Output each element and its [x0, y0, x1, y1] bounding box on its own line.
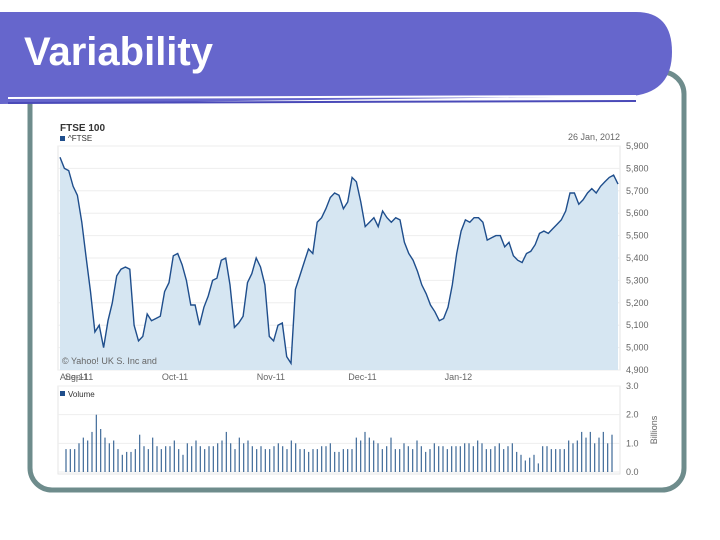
price-y-tick: 4,900 [626, 365, 649, 375]
legend-swatch-volume [60, 391, 65, 396]
volume-bars [65, 414, 613, 472]
x-tick: Dec-11 [348, 372, 376, 382]
chart-date: 26 Jan, 2012 [568, 132, 620, 142]
banner-accent-line [7, 95, 637, 99]
volume-y-tick: 2.0 [626, 410, 639, 420]
price-y-axis: 5,900 5,800 5,700 5,600 5,500 5,400 5,300 5,200… [626, 141, 649, 375]
price-y-tick: 5,300 [626, 275, 649, 285]
price-y-tick: 5,700 [626, 186, 649, 196]
price-y-tick: 5,600 [626, 208, 649, 218]
volume-y-tick: 3.0 [626, 381, 639, 391]
price-line [59, 156, 619, 366]
slide-title: Variability [24, 30, 213, 74]
volume-y-axis: 3.0 2.0 1.0 0.0 [626, 381, 639, 477]
legend-volume: Volume [68, 390, 95, 399]
volume-y-tick: 0.0 [626, 467, 639, 477]
x-tick: Sep-11 [65, 372, 93, 382]
price-area-fill [60, 157, 618, 370]
chart-attribution: © Yahoo! UK S. Inc and [62, 356, 157, 366]
price-y-tick: 5,800 [626, 163, 649, 173]
x-tick: Oct-11 [162, 372, 188, 382]
legend-price: ^FTSE [68, 134, 92, 143]
volume-axis-label: Billions [649, 415, 659, 444]
price-y-tick: 5,900 [626, 141, 649, 151]
x-tick: Jan-12 [445, 372, 473, 382]
volume-y-tick: 1.0 [626, 438, 639, 448]
price-y-tick: 5,200 [626, 298, 649, 308]
chart-title: FTSE 100 [60, 123, 105, 134]
price-y-tick: 5,100 [626, 320, 649, 330]
price-y-tick: 5,400 [626, 253, 649, 263]
banner-underline [7, 100, 637, 104]
x-tick: Nov-11 [257, 372, 285, 382]
legend-swatch-price [60, 136, 65, 141]
x-tick: Aug-11 [60, 372, 88, 382]
title-banner [0, 12, 672, 104]
price-y-tick: 5,000 [626, 343, 649, 353]
price-y-tick: 5,500 [626, 231, 649, 241]
